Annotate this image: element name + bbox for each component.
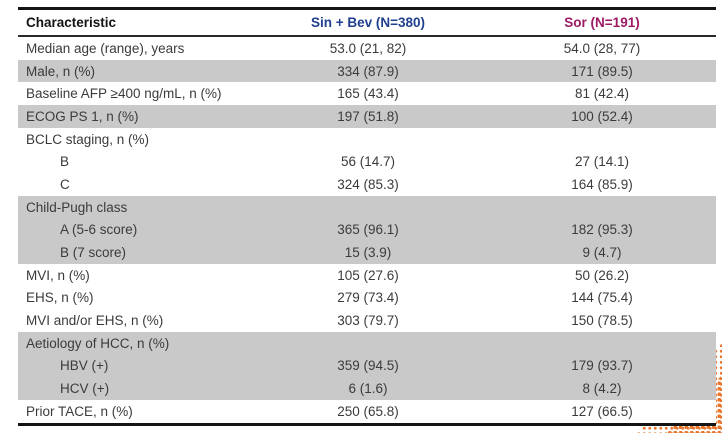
cell-sin-bev: 6 (1.6) (348, 381, 388, 397)
table-row-bclc-staging: BCLC staging, n (%) (18, 127, 716, 151)
column-header-characteristic: Characteristic (26, 15, 117, 30)
table-row-ecog-ps: ECOG PS 1, n (%) 197 (51.8) 100 (52.4) (18, 105, 716, 128)
table-row-mvi: MVI, n (%) 105 (27.6) 50 (26.2) (18, 263, 716, 287)
row-label: HBV (+) (60, 358, 109, 374)
cell-sin-bev: 250 (65.8) (337, 403, 399, 419)
cell-sin-bev: 197 (51.8) (337, 108, 399, 124)
row-label: A (5-6 score) (60, 222, 138, 238)
row-label: Male, n (%) (26, 63, 96, 79)
row-label: EHS, n (%) (26, 290, 94, 306)
table-row-male: Male, n (%) 334 (87.9) 171 (89.5) (18, 59, 716, 83)
cell-sor: 127 (66.5) (571, 403, 633, 419)
cell-sin-bev: 303 (79.7) (337, 313, 399, 329)
cell-sor: 182 (95.3) (571, 222, 633, 238)
row-label: Baseline AFP ≥400 ng/mL, n (%) (26, 86, 222, 102)
cell-sor: 81 (42.4) (574, 86, 630, 102)
cell-sin-bev: 56 (14.7) (340, 154, 396, 170)
row-label: HCV (+) (60, 381, 110, 397)
table-row-bclc-c: C 324 (85.3) 164 (85.9) (18, 173, 716, 196)
cell-sor: 164 (85.9) (571, 176, 633, 192)
row-label: Prior TACE, n (%) (26, 403, 133, 419)
cell-sin-bev: 15 (3.9) (344, 245, 392, 261)
table-row-child-pugh: Child-Pugh class (18, 195, 716, 219)
row-label: B (7 score) (60, 245, 127, 261)
table-row-median-age: Median age (range), years 53.0 (21, 82) … (18, 37, 716, 60)
cell-sor: 144 (75.4) (571, 290, 633, 306)
cell-sor: 8 (4.2) (582, 381, 622, 397)
table-header-row: Characteristic Sin + Bev (N=380) Sor (N=… (18, 10, 716, 37)
table-row-mvi-ehs: MVI and/or EHS, n (%) 303 (79.7) 150 (78… (18, 309, 716, 332)
cell-sin-bev: 279 (73.4) (337, 290, 399, 306)
table-row-child-pugh-a: A (5-6 score) 365 (96.1) 182 (95.3) (18, 218, 716, 242)
cell-sin-bev: 365 (96.1) (337, 222, 399, 238)
row-label: C (60, 176, 70, 192)
cell-sin-bev: 53.0 (21, 82) (329, 40, 407, 56)
table-row-baseline-afp: Baseline AFP ≥400 ng/mL, n (%) 165 (43.4… (18, 82, 716, 106)
row-label: Child-Pugh class (26, 199, 128, 215)
row-label: Aetiology of HCC, n (%) (26, 335, 170, 351)
column-header-sor: Sor (N=191) (564, 15, 640, 30)
cell-sor: 171 (89.5) (571, 63, 633, 79)
cell-sin-bev: 324 (85.3) (337, 176, 399, 192)
row-label: MVI and/or EHS, n (%) (26, 313, 164, 329)
row-label: ECOG PS 1, n (%) (26, 108, 139, 124)
baseline-characteristics-table: Characteristic Sin + Bev (N=380) Sor (N=… (18, 7, 716, 426)
row-label: BCLC staging, n (%) (26, 131, 150, 147)
table-row-hcv: HCV (+) 6 (1.6) 8 (4.2) (18, 377, 716, 400)
row-label: MVI, n (%) (26, 267, 90, 283)
table-row-aetiology: Aetiology of HCC, n (%) (18, 331, 716, 355)
cell-sor: 9 (4.7) (582, 245, 622, 261)
cell-sor: 54.0 (28, 77) (563, 40, 641, 56)
cell-sin-bev: 359 (94.5) (337, 358, 399, 374)
cell-sor: 150 (78.5) (571, 313, 633, 329)
cell-sor: 100 (52.4) (571, 108, 633, 124)
row-label: Median age (range), years (26, 40, 185, 56)
cell-sor: 50 (26.2) (574, 267, 630, 283)
column-header-sin-bev: Sin + Bev (N=380) (310, 15, 426, 30)
table-row-hbv: HBV (+) 359 (94.5) 179 (93.7) (18, 354, 716, 378)
cell-sor: 27 (14.1) (574, 154, 630, 170)
cell-sin-bev: 334 (87.9) (337, 63, 399, 79)
cell-sor: 179 (93.7) (571, 358, 633, 374)
cell-sin-bev: 105 (27.6) (337, 267, 399, 283)
table-row-prior-tace: Prior TACE, n (%) 250 (65.8) 127 (66.5) (18, 400, 716, 423)
table-row-ehs: EHS, n (%) 279 (73.4) 144 (75.4) (18, 286, 716, 310)
row-label: B (60, 154, 70, 170)
table-row-child-pugh-b: B (7 score) 15 (3.9) 9 (4.7) (18, 241, 716, 264)
table-row-bclc-b: B 56 (14.7) 27 (14.1) (18, 150, 716, 174)
cell-sin-bev: 165 (43.4) (337, 86, 399, 102)
